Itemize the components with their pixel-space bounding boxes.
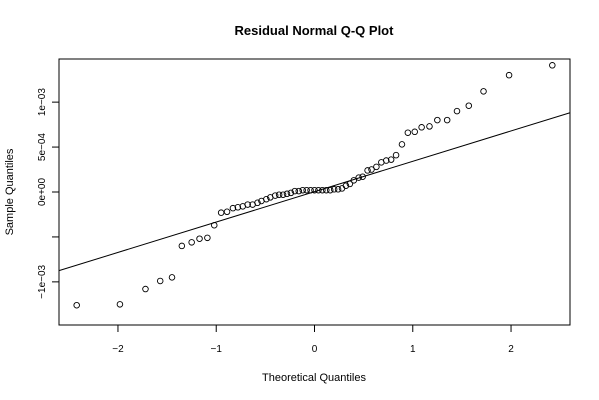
data-point: [480, 88, 487, 95]
x-tick-label: 0: [312, 344, 318, 355]
data-point: [465, 102, 473, 109]
data-point: [295, 187, 303, 195]
data-point: [234, 204, 242, 211]
data-point: [229, 204, 237, 212]
x-tick-label: −1: [211, 344, 223, 355]
data-point: [330, 186, 338, 193]
y-axis: −1e−03 0e+00 5e−04 1e−03: [37, 88, 60, 299]
data-point: [505, 71, 513, 79]
data-point: [263, 195, 270, 203]
data-point: [411, 128, 418, 136]
data-point: [244, 201, 251, 208]
data-point: [168, 274, 176, 281]
x-axis: −2 −1 0 1 2: [112, 324, 514, 355]
y-tick-label: 5e−04: [37, 133, 48, 162]
data-point: [346, 180, 354, 188]
data-point: [453, 107, 461, 115]
data-point: [196, 235, 203, 242]
x-tick-label: 2: [508, 344, 514, 355]
y-tick-label: −1e−03: [37, 264, 48, 298]
data-point: [204, 234, 211, 242]
data-point: [287, 189, 295, 197]
data-point: [443, 116, 451, 124]
data-point: [364, 167, 371, 174]
data-point: [303, 186, 310, 194]
data-point: [254, 199, 261, 207]
x-tick-label: 1: [410, 344, 416, 355]
x-tick-label: −2: [112, 344, 124, 355]
data-point: [426, 123, 433, 130]
data-point: [549, 62, 556, 69]
data-point: [217, 209, 225, 216]
points-group: [73, 62, 556, 309]
data-point: [387, 156, 395, 163]
reference-line-group: [58, 112, 571, 272]
data-point: [291, 187, 299, 195]
data-point: [116, 301, 124, 308]
data-point: [73, 301, 80, 309]
data-point: [404, 129, 412, 136]
data-point: [211, 221, 218, 229]
data-point: [299, 186, 306, 194]
reference-line: [58, 112, 571, 272]
data-point: [434, 116, 441, 124]
data-point: [355, 174, 362, 181]
chart-title: Residual Normal Q-Q Plot: [235, 23, 395, 38]
data-point: [323, 186, 330, 194]
y-axis-label: Sample Quantiles: [4, 148, 16, 235]
y-tick-label: 1e−03: [37, 88, 48, 117]
data-point: [315, 186, 322, 194]
data-point: [398, 141, 406, 148]
data-point: [142, 285, 149, 293]
data-point: [223, 208, 231, 216]
data-point: [307, 186, 314, 194]
data-point: [338, 185, 346, 192]
data-point: [368, 166, 375, 173]
data-point: [350, 177, 358, 184]
data-point: [311, 186, 318, 194]
data-point: [359, 173, 366, 180]
data-point: [392, 151, 400, 159]
data-point: [271, 192, 279, 199]
data-point: [342, 182, 350, 189]
y-tick-label: 0e+00: [37, 178, 48, 207]
data-point: [279, 191, 287, 198]
data-point: [156, 277, 164, 285]
data-point: [373, 163, 380, 171]
data-point: [418, 124, 425, 131]
data-point: [319, 186, 326, 194]
data-point: [283, 190, 291, 198]
data-point: [382, 157, 390, 164]
x-axis-label: Theoretical Quantiles: [262, 372, 366, 384]
data-point: [178, 242, 186, 250]
data-point: [275, 191, 283, 198]
data-point: [334, 186, 342, 193]
data-point: [188, 239, 195, 246]
data-point: [326, 186, 334, 194]
